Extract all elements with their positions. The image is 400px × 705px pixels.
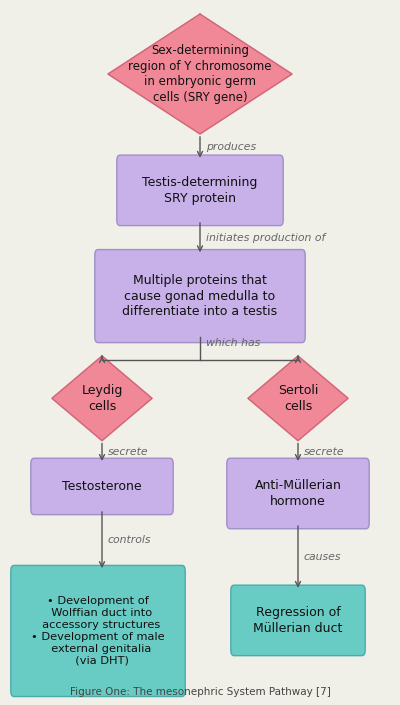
Text: causes: causes	[304, 552, 342, 562]
FancyBboxPatch shape	[31, 458, 173, 515]
Text: controls: controls	[108, 535, 152, 545]
Polygon shape	[52, 356, 152, 441]
Text: Figure One: The mesonephric System Pathway [7]: Figure One: The mesonephric System Pathw…	[70, 687, 330, 697]
Text: produces: produces	[206, 142, 256, 152]
Text: Testosterone: Testosterone	[62, 480, 142, 493]
Text: Sex-determining
region of Y chromosome
in embryonic germ
cells (SRY gene): Sex-determining region of Y chromosome i…	[128, 44, 272, 104]
Text: Anti-Müllerian
hormone: Anti-Müllerian hormone	[254, 479, 342, 508]
FancyBboxPatch shape	[231, 585, 365, 656]
Text: Testis-determining
SRY protein: Testis-determining SRY protein	[142, 176, 258, 204]
Polygon shape	[248, 356, 348, 441]
Text: initiates production of: initiates production of	[206, 233, 325, 243]
Text: Sertoli
cells: Sertoli cells	[278, 384, 318, 412]
Text: Regression of
Müllerian duct: Regression of Müllerian duct	[253, 606, 343, 634]
FancyBboxPatch shape	[95, 250, 305, 343]
Text: Multiple proteins that
cause gonad medulla to
differentiate into a testis: Multiple proteins that cause gonad medul…	[122, 274, 278, 318]
Polygon shape	[108, 14, 292, 134]
FancyBboxPatch shape	[227, 458, 369, 529]
Text: secrete: secrete	[304, 447, 345, 458]
Text: Leydig
cells: Leydig cells	[81, 384, 123, 412]
Text: secrete: secrete	[108, 447, 149, 458]
Text: • Development of
  Wolffian duct into
  accessory structures
• Development of ma: • Development of Wolffian duct into acce…	[31, 596, 165, 666]
FancyBboxPatch shape	[11, 565, 185, 697]
Text: which has: which has	[206, 338, 260, 348]
FancyBboxPatch shape	[117, 155, 283, 226]
